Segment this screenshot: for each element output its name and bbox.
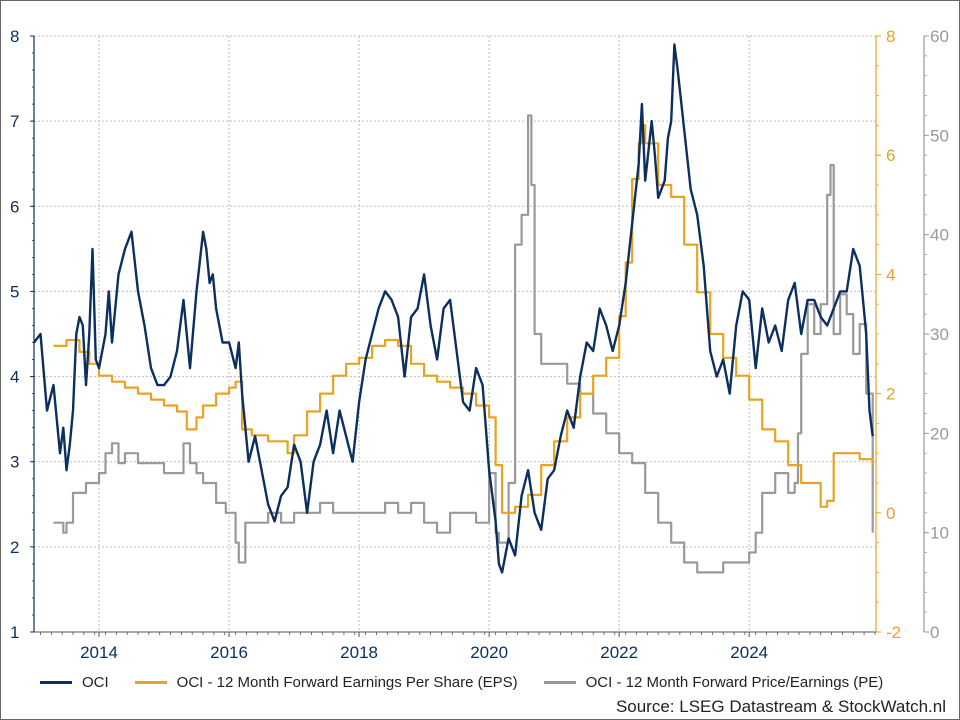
legend-item-eps: OCI - 12 Month Forward Earnings Per Shar… bbox=[134, 673, 518, 691]
eps-tick-label: 8 bbox=[886, 27, 895, 46]
legend-swatch-eps bbox=[134, 680, 167, 684]
left-tick-label: 3 bbox=[10, 453, 19, 472]
eps-tick-label: 0 bbox=[886, 504, 895, 523]
legend-item-pe: OCI - 12 Month Forward Price/Earnings (P… bbox=[543, 673, 884, 691]
series-layer bbox=[33, 43, 874, 574]
pe-tick-label: 10 bbox=[930, 524, 949, 543]
x-tick-label: 2024 bbox=[730, 643, 768, 662]
eps-tick-label: 4 bbox=[886, 265, 895, 284]
pe-tick-label: 60 bbox=[930, 27, 949, 46]
legend-item-oci: OCI bbox=[40, 674, 109, 691]
eps-tick-label: 2 bbox=[886, 385, 895, 404]
source-caption: Source: LSEG Datastream & StockWatch.nl bbox=[615, 697, 946, 716]
legend: OCI OCI - 12 Month Forward Earnings Per … bbox=[40, 670, 940, 694]
left-tick-label: 7 bbox=[10, 112, 19, 131]
left-tick-label: 1 bbox=[10, 623, 19, 642]
series-pe-line bbox=[53, 114, 874, 574]
left-tick-label: 2 bbox=[10, 538, 19, 557]
legend-label-eps: OCI - 12 Month Forward Earnings Per Shar… bbox=[176, 673, 518, 691]
eps-tick-label: -2 bbox=[886, 623, 901, 642]
legend-label-pe: OCI - 12 Month Forward Price/Earnings (P… bbox=[585, 673, 884, 691]
left-tick-label: 5 bbox=[10, 282, 19, 301]
x-tick-label: 2018 bbox=[340, 643, 378, 662]
left-tick-label: 6 bbox=[10, 197, 19, 216]
legend-swatch-pe bbox=[543, 680, 576, 684]
pe-tick-label: 40 bbox=[930, 226, 949, 245]
x-tick-label: 2014 bbox=[80, 643, 118, 662]
pe-tick-label: 30 bbox=[930, 325, 949, 344]
pe-tick-label: 20 bbox=[930, 424, 949, 443]
legend-swatch-oci bbox=[40, 680, 72, 684]
left-tick-label: 8 bbox=[10, 27, 19, 46]
x-tick-label: 2020 bbox=[470, 643, 508, 662]
x-tick-label: 2016 bbox=[210, 643, 248, 662]
pe-tick-label: 50 bbox=[930, 126, 949, 145]
x-tick-label: 2022 bbox=[600, 643, 638, 662]
chart-canvas: 1 2 3 4 5 6 7 8 -2 0 2 4 6 8 0 10 20 30 40 50 60 2014 2016 2018… bbox=[10, 27, 949, 662]
left-tick-label: 4 bbox=[10, 368, 19, 387]
eps-tick-label: 6 bbox=[886, 146, 895, 165]
axes: 1 2 3 4 5 6 7 8 -2 0 2 4 6 8 0 10 20 30 40 50 60 2014 2016 2018… bbox=[10, 27, 949, 662]
series-eps-line bbox=[53, 124, 874, 514]
series-oci-line bbox=[33, 43, 874, 574]
pe-tick-label: 0 bbox=[930, 623, 939, 642]
legend-label-oci: OCI bbox=[82, 673, 109, 691]
